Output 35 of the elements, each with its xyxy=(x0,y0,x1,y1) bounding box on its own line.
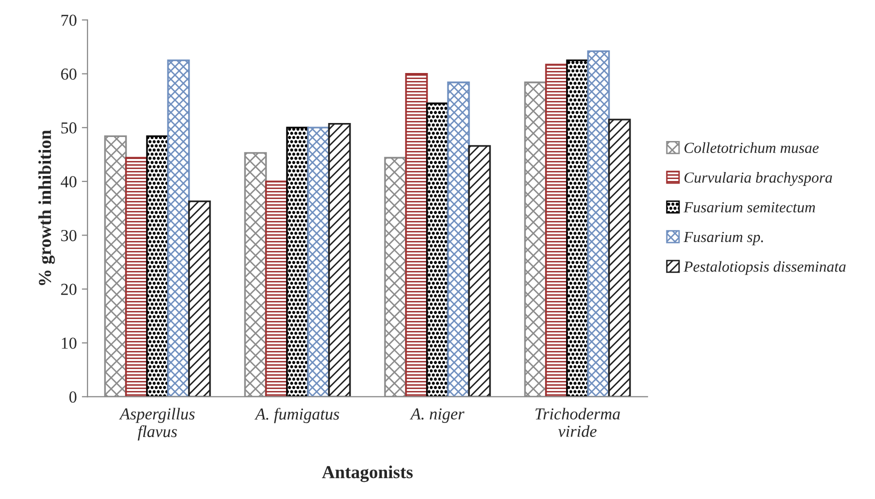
x-tick-label: Trichoderma viride xyxy=(536,408,620,437)
bar xyxy=(167,59,190,397)
bar xyxy=(426,102,449,397)
bar xyxy=(545,64,568,397)
bar xyxy=(125,156,148,397)
legend-label: Curvularia brachyspora xyxy=(684,172,832,186)
legend-label: Pestalotiopsis disseminata xyxy=(684,261,846,275)
bar xyxy=(265,180,288,397)
y-tick-label: 50 xyxy=(61,122,76,134)
bar xyxy=(468,145,491,397)
bar xyxy=(307,126,330,397)
bar xyxy=(608,118,631,397)
bar xyxy=(286,126,309,397)
y-tick-label: 60 xyxy=(61,68,76,80)
y-tick-label: 30 xyxy=(61,230,76,242)
x-tick-label: Aspergillus flavus xyxy=(118,408,195,441)
bar xyxy=(328,123,351,397)
bar xyxy=(188,200,211,397)
x-axis-title: Antagonists xyxy=(322,466,413,482)
y-tick-label: 10 xyxy=(62,338,76,349)
y-axis-title: % growth inhibition xyxy=(38,130,55,286)
y-tick-label: 20 xyxy=(61,284,76,296)
bar xyxy=(405,72,428,397)
legend-label: Fusarium semitectum xyxy=(684,202,815,212)
bar xyxy=(566,59,589,397)
legend-label: Colletotrichum musae xyxy=(684,142,819,154)
bar xyxy=(587,50,610,397)
x-tick-label: A. fumigatus xyxy=(254,408,340,424)
bar xyxy=(447,82,470,397)
x-tick-label: A. niger xyxy=(410,408,464,423)
legend-label: Fusarium sp. xyxy=(684,232,763,246)
y-tick-label: 0 xyxy=(69,391,76,403)
y-tick-label: 40 xyxy=(60,176,76,188)
y-tick-label: 70 xyxy=(62,14,76,26)
bar xyxy=(146,135,169,397)
